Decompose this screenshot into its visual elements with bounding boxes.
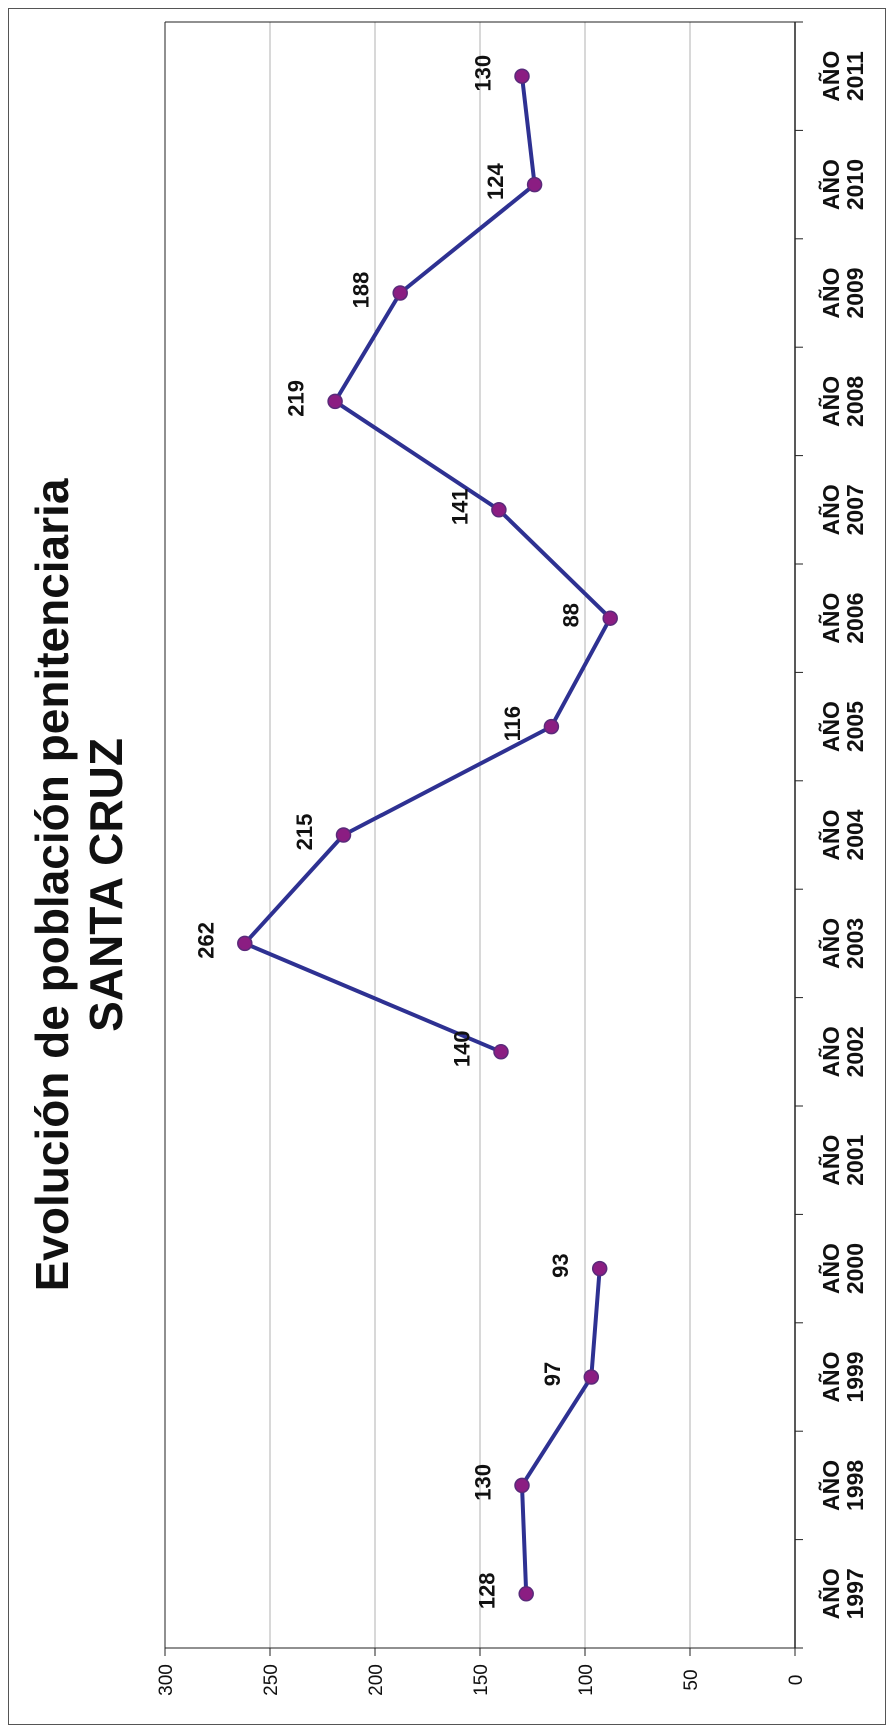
category-label-line1: AÑO [817,1460,844,1511]
category-label-line1: AÑO [817,159,844,210]
value-tick-label: 0 [786,1675,807,1686]
chart-title: Evolución de población penitenciaria [26,478,78,1291]
value-tick-label: 100 [576,1664,597,1696]
data-point [327,393,343,410]
category-label-line2: 2011 [842,51,868,101]
value-tick-label: 200 [366,1664,387,1696]
category-label-line2: 2001 [842,1134,868,1185]
data-label: 130 [471,55,496,92]
category-label-line2: 2007 [842,484,868,535]
data-point [583,1369,600,1385]
value-tick-label: 300 [156,1664,177,1696]
data-point [518,1586,534,1602]
category-label-line2: 2009 [842,267,868,318]
category-label-line2: 2000 [842,1243,868,1294]
data-points [237,68,618,1602]
category-label-line1: AÑO [817,1351,844,1402]
data-label: 128 [475,1572,500,1609]
data-label: 93 [548,1253,573,1277]
data-labels: 128 130 97 93 140 262 215 116 88 141 219 188 124 130 [193,55,583,1609]
category-label-line1: AÑO [817,1243,844,1294]
category-label-line1: AÑO [817,267,844,318]
category-label-line2: 2002 [842,1026,868,1077]
value-tick-label: 50 [681,1669,702,1690]
data-label: 130 [471,1464,496,1501]
data-point [335,827,352,843]
data-point [514,1477,530,1494]
data-label: 141 [447,488,472,525]
series-lines [242,75,613,1594]
data-label: 116 [500,706,525,742]
data-point [514,68,530,84]
data-point [493,1044,509,1060]
data-label: 215 [292,814,317,851]
category-label-line1: AÑO [817,484,844,535]
chart-subtitle: SANTA CRUZ [80,738,132,1032]
category-label-line2: 1998 [842,1460,868,1511]
category-label-line1: AÑO [817,51,844,102]
value-tick-label: 250 [261,1664,282,1696]
data-label: 140 [450,1030,475,1067]
tick-labels: 0 50 100 150 200 250 300 [156,1664,807,1696]
data-point [602,610,618,626]
category-label-line1: AÑO [817,1026,844,1077]
data-point [392,285,408,301]
category-label-line1: AÑO [817,1568,844,1619]
data-point [526,176,543,193]
category-label-line1: AÑO [817,593,844,644]
data-point [543,718,560,735]
chart-title-group: Evolución de población penitenciaria SAN… [26,478,132,1291]
category-label-line2: 1997 [842,1568,868,1619]
data-label: 188 [349,272,374,309]
value-tick-label: 150 [471,1664,492,1696]
data-point [591,1260,608,1277]
grid-lines [269,22,691,1648]
category-label-line1: AÑO [817,1135,844,1186]
data-label: 97 [540,1362,565,1386]
data-label: 262 [193,922,218,959]
category-labels: AÑO1997AÑO1998AÑO1999AÑO2000AÑO2001AÑO20… [817,51,868,1620]
data-label: 124 [483,162,508,199]
chart-frame [8,8,886,1725]
series-line [242,75,613,1054]
series-line [520,1268,602,1594]
category-label-line2: 2003 [842,918,868,969]
category-label-line2: 2006 [842,593,868,644]
axes [164,21,803,1656]
category-label-line1: AÑO [817,809,844,860]
category-label-line2: 2004 [842,809,868,860]
category-label-line1: AÑO [817,376,844,427]
data-point [491,502,507,518]
category-label-line2: 2008 [842,376,868,427]
category-label-line2: 2010 [842,159,868,210]
category-label-line2: 2005 [842,701,868,752]
category-label-line1: AÑO [817,701,844,752]
data-label: 219 [284,380,309,417]
category-label-line2: 1999 [842,1351,868,1402]
category-label-line1: AÑO [817,918,844,969]
data-point [237,935,253,952]
data-label: 88 [559,603,584,627]
